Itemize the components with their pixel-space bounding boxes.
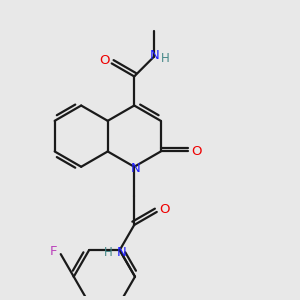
Text: H: H xyxy=(104,246,113,259)
Text: O: O xyxy=(191,145,202,158)
Text: O: O xyxy=(159,203,170,216)
Text: H: H xyxy=(161,52,170,65)
Text: N: N xyxy=(150,49,160,62)
Text: F: F xyxy=(50,245,57,258)
Text: N: N xyxy=(131,162,141,175)
Text: O: O xyxy=(99,54,110,67)
Text: N: N xyxy=(116,246,126,259)
